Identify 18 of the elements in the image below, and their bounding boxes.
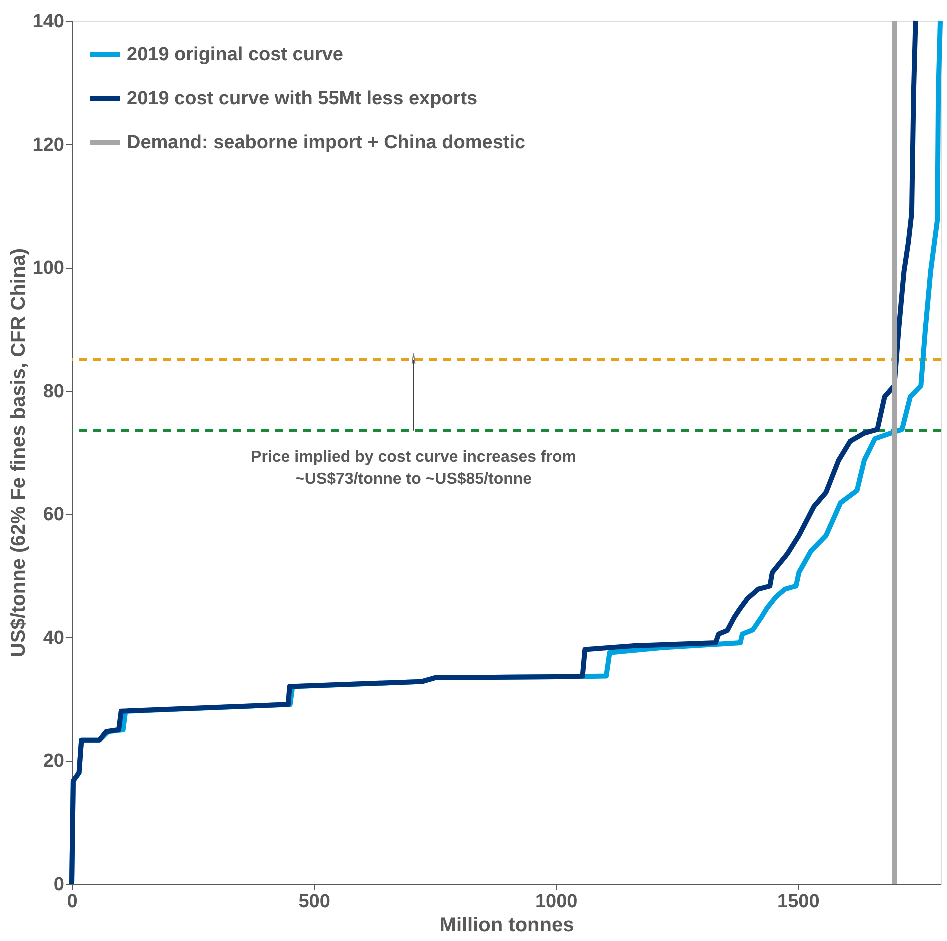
x-tick-label: 500	[298, 892, 330, 912]
x-tick-label: 1500	[778, 892, 820, 912]
y-axis-title: US$/tonne (62% Fe fines basis, CFR China)	[8, 248, 30, 658]
y-tick-label: 140	[32, 12, 64, 32]
legend-label: Demand: seaborne import + China domestic	[127, 132, 526, 154]
y-tick-label: 60	[43, 504, 64, 526]
legend-label: 2019 cost curve with 55Mt less exports	[127, 88, 478, 110]
x-tick-label: 0	[67, 892, 78, 912]
x-tick-label: 1000	[535, 892, 578, 912]
y-tick-label: 120	[32, 134, 64, 156]
x-axis-title: Million tonnes	[440, 914, 574, 936]
y-tick-label: 40	[43, 628, 64, 649]
legend-label: 2019 original cost curve	[127, 44, 344, 66]
annotation: Price implied by cost curve increases from ~US$73/tonne to ~US$85/tonne	[251, 448, 577, 488]
y-tick-label: 20	[43, 751, 64, 772]
y-tick-label: 0	[54, 874, 64, 896]
y-tick-label: 80	[43, 381, 64, 402]
y-tick-label: 100	[32, 258, 64, 280]
